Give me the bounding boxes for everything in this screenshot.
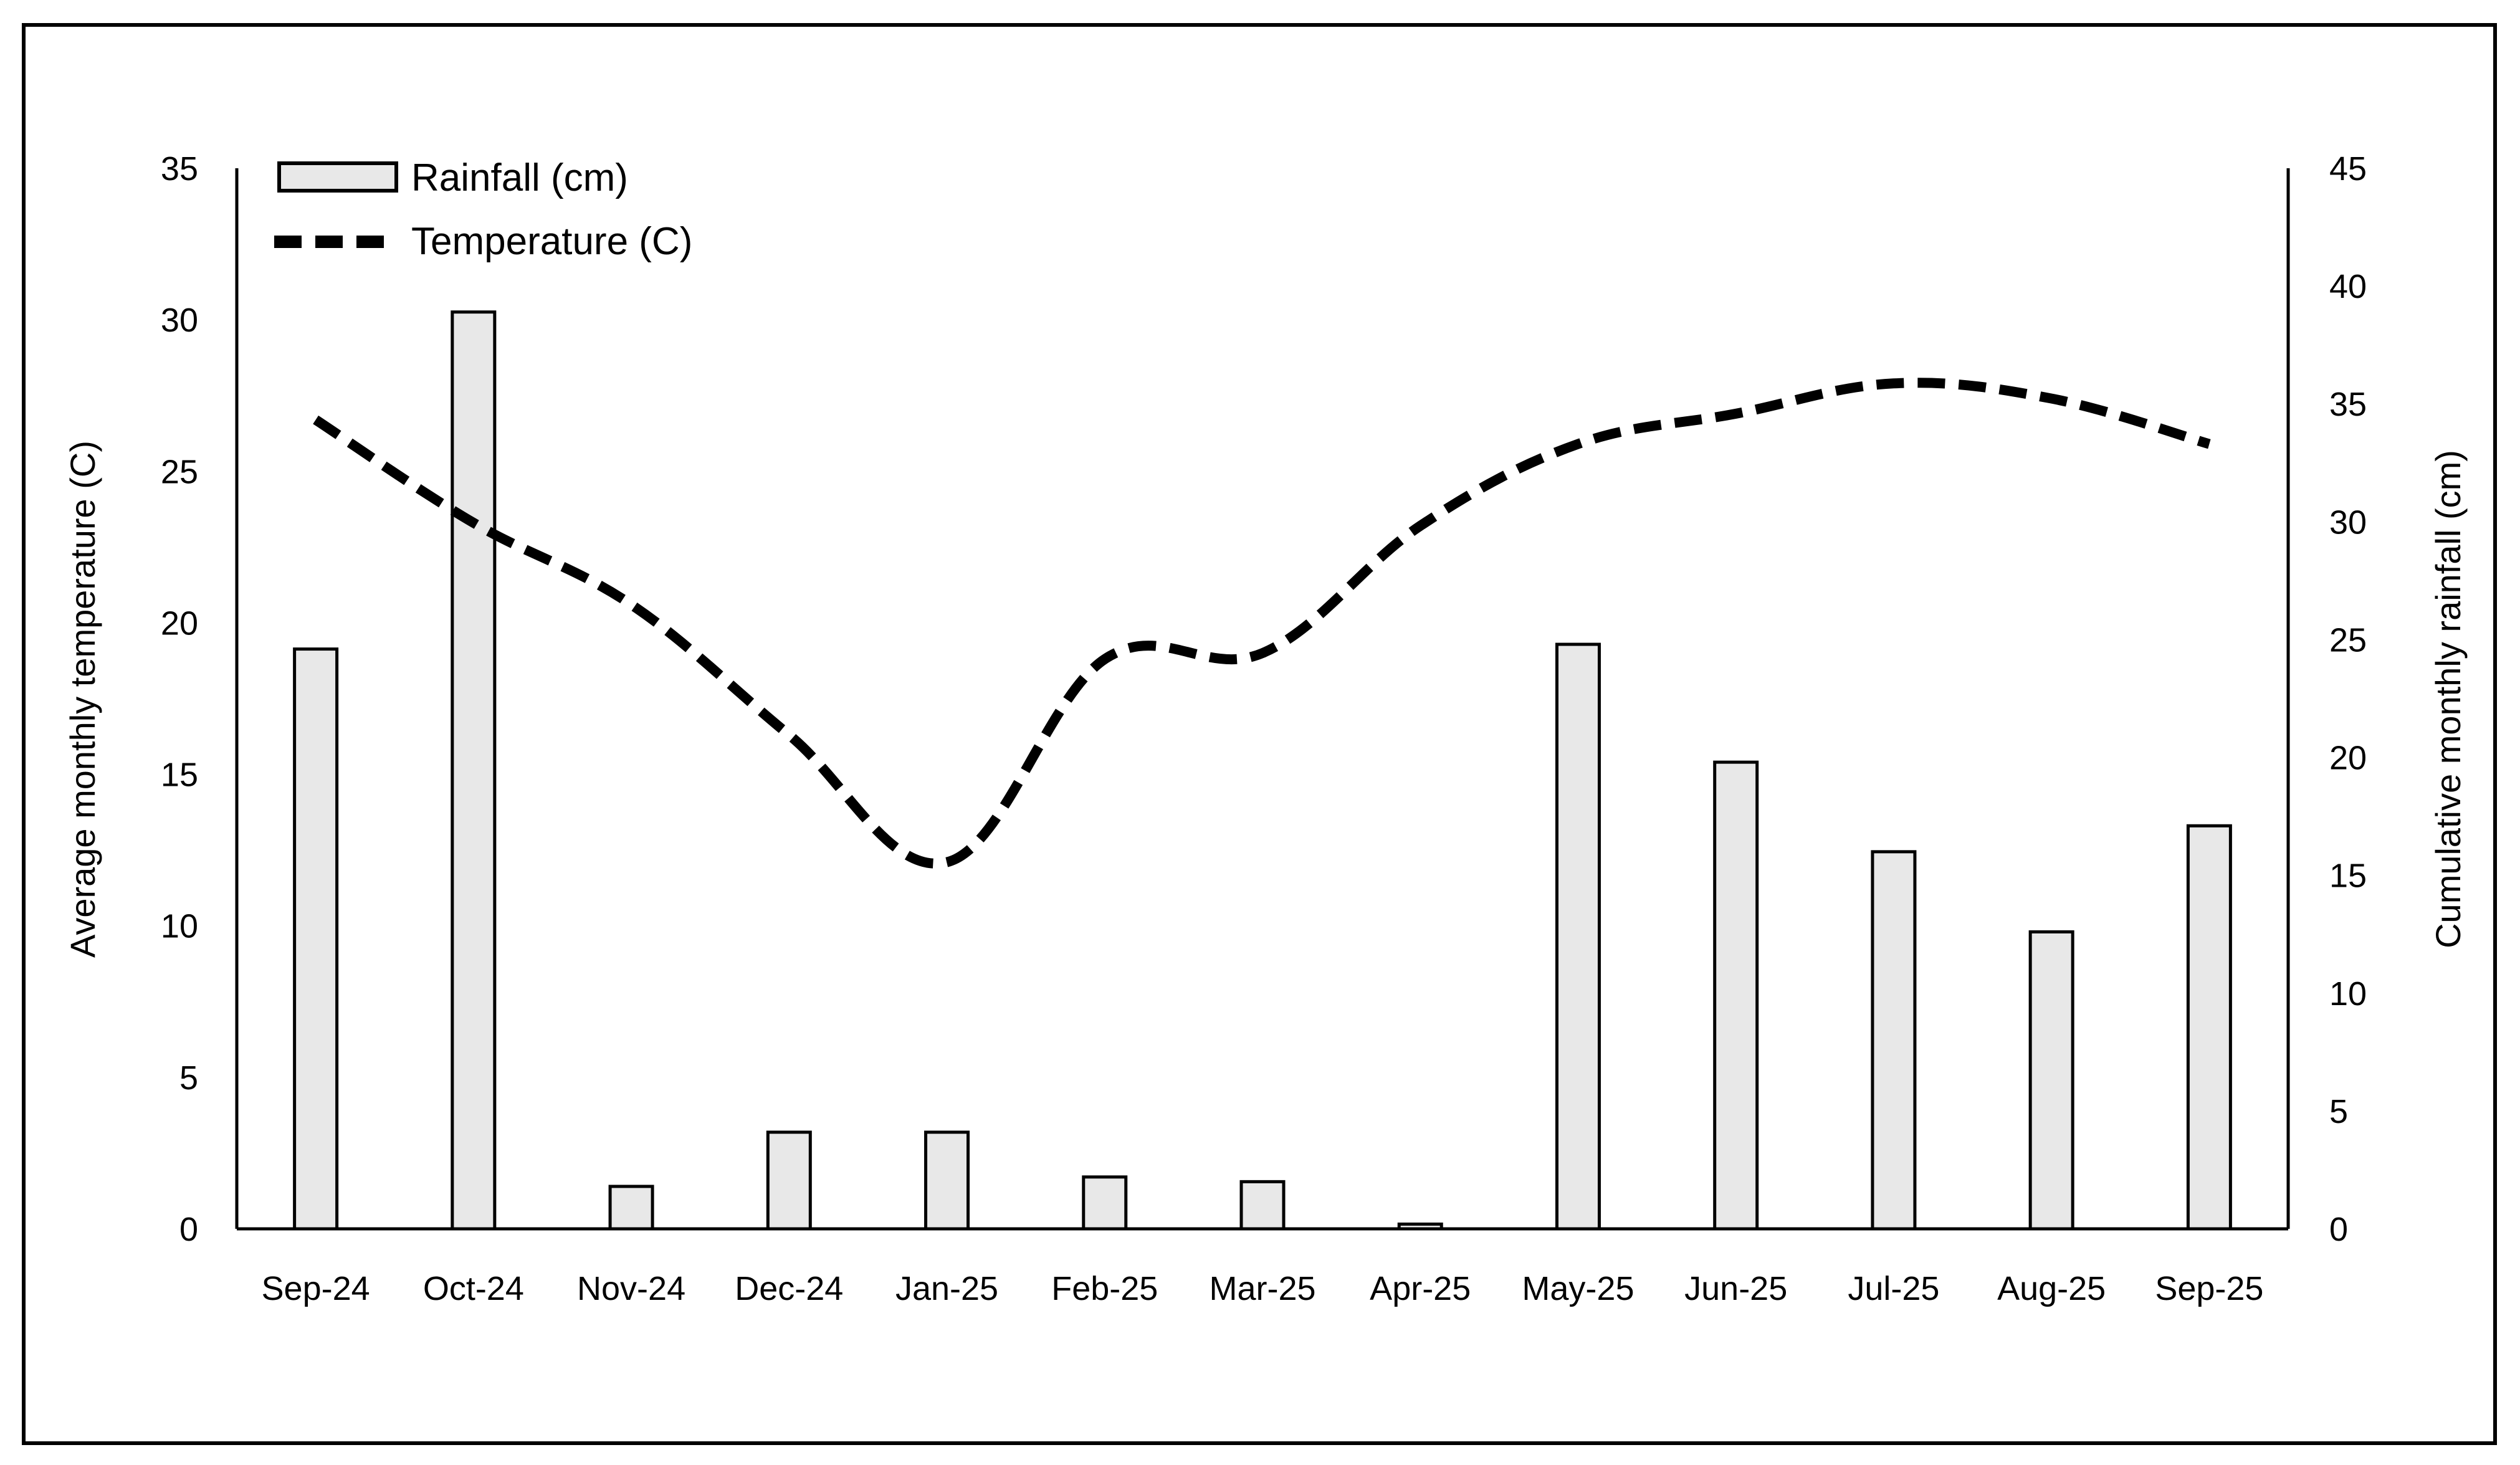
x-tick-8: May-25 [1522, 1270, 1634, 1307]
chart-frame [22, 23, 2497, 1445]
x-tick-9: Jun-25 [1684, 1270, 1787, 1307]
bar-rainfall-1 [451, 310, 497, 1231]
y-tick-left-7: 35 [161, 150, 198, 188]
y-tick-left-5: 25 [161, 453, 198, 490]
y-tick-right-7: 35 [2329, 386, 2367, 423]
y-axis-title-right: Cumulative monthly rainfall (cm) [2428, 450, 2468, 948]
y-tick-left-2: 10 [161, 908, 198, 945]
line-layer [313, 378, 2211, 869]
bar-rainfall-4 [924, 1130, 970, 1231]
bar-rainfall-2 [608, 1185, 654, 1231]
y-tick-right-6: 30 [2329, 503, 2367, 541]
y-tick-right-1: 5 [2329, 1093, 2348, 1130]
bar-rainfall-12 [2186, 824, 2232, 1231]
bar-rainfall-11 [2028, 930, 2074, 1231]
bar-rainfall-3 [766, 1130, 812, 1231]
y-tick-left-6: 30 [161, 302, 198, 339]
bars-layer [293, 310, 2232, 1231]
y-axis-title-left: Average monthly temperature (C) [63, 441, 102, 958]
bar-rainfall-8 [1555, 642, 1601, 1231]
legend-label-rainfall: Rainfall (cm) [411, 156, 628, 199]
y-tick-right-9: 45 [2329, 150, 2367, 188]
y-tick-left-4: 20 [161, 604, 198, 642]
y-tick-left-0: 0 [179, 1211, 198, 1248]
y-tick-left-1: 5 [179, 1059, 198, 1097]
bar-rainfall-6 [1239, 1180, 1286, 1231]
x-tick-12: Sep-25 [2155, 1270, 2263, 1307]
x-tick-2: Nov-24 [577, 1270, 685, 1307]
x-tick-1: Oct-24 [423, 1270, 524, 1307]
legend: Rainfall (cm) Temperature (C) [274, 156, 692, 263]
axes-layer [235, 168, 2290, 1231]
ticks-layer: 0 5 10 15 20 25 30 35 0 5 10 15 20 25 30 35 40 45 Sep-24 Oc… [161, 150, 2367, 1307]
bar-rainfall-10 [1871, 850, 1917, 1231]
y-tick-right-8: 40 [2329, 268, 2367, 305]
y-tick-right-3: 15 [2329, 857, 2367, 895]
y-tick-right-2: 10 [2329, 975, 2367, 1013]
y-tick-right-4: 20 [2329, 740, 2367, 777]
legend-label-temperature: Temperature (C) [411, 220, 692, 263]
bar-rainfall-0 [293, 647, 339, 1231]
x-tick-6: Mar-25 [1209, 1270, 1315, 1307]
x-tick-10: Jul-25 [1848, 1270, 1939, 1307]
x-tick-4: Jan-25 [895, 1270, 998, 1307]
x-tick-5: Feb-25 [1051, 1270, 1158, 1307]
x-tick-3: Dec-24 [735, 1270, 843, 1307]
y-tick-right-5: 25 [2329, 621, 2367, 659]
x-tick-7: Apr-25 [1370, 1270, 1471, 1307]
x-tick-11: Aug-25 [1997, 1270, 2106, 1307]
y-tick-right-0: 0 [2329, 1211, 2348, 1248]
bar-rainfall-9 [1713, 760, 1759, 1231]
x-tick-0: Sep-24 [262, 1270, 370, 1307]
y-tick-left-3: 15 [161, 756, 198, 794]
line-temperature [313, 378, 2211, 869]
bar-rainfall-5 [1082, 1175, 1128, 1231]
legend-swatch-rainfall [277, 161, 398, 193]
